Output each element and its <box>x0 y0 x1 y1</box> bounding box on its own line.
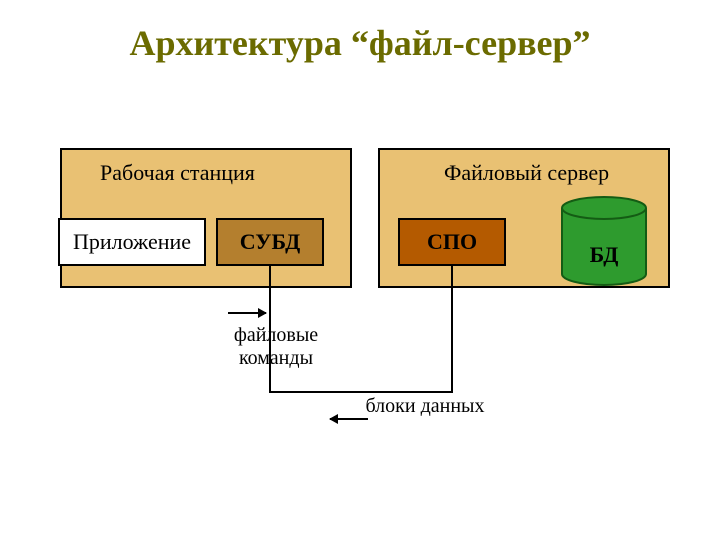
box-application-label: Приложение <box>73 229 191 255</box>
box-dbms-label: СУБД <box>240 229 301 255</box>
caption-data-blocks: блоки данных <box>340 395 510 418</box>
box-spo: СПО <box>398 218 506 266</box>
container-workstation-label: Рабочая станция <box>100 160 255 186</box>
box-dbms: СУБД <box>216 218 324 266</box>
page-title: Архитектура “файл-сервер” <box>0 22 720 64</box>
caption-file-commands: файловыекоманды <box>216 324 336 370</box>
box-spo-label: СПО <box>427 229 477 255</box>
cylinder-db-label: БД <box>560 242 648 268</box>
box-application: Приложение <box>58 218 206 266</box>
container-fileserver-label: Файловый сервер <box>444 160 609 186</box>
arrow-data-blocks <box>330 418 368 420</box>
cylinder-db: БД <box>560 196 648 286</box>
arrow-file-commands <box>228 312 266 314</box>
